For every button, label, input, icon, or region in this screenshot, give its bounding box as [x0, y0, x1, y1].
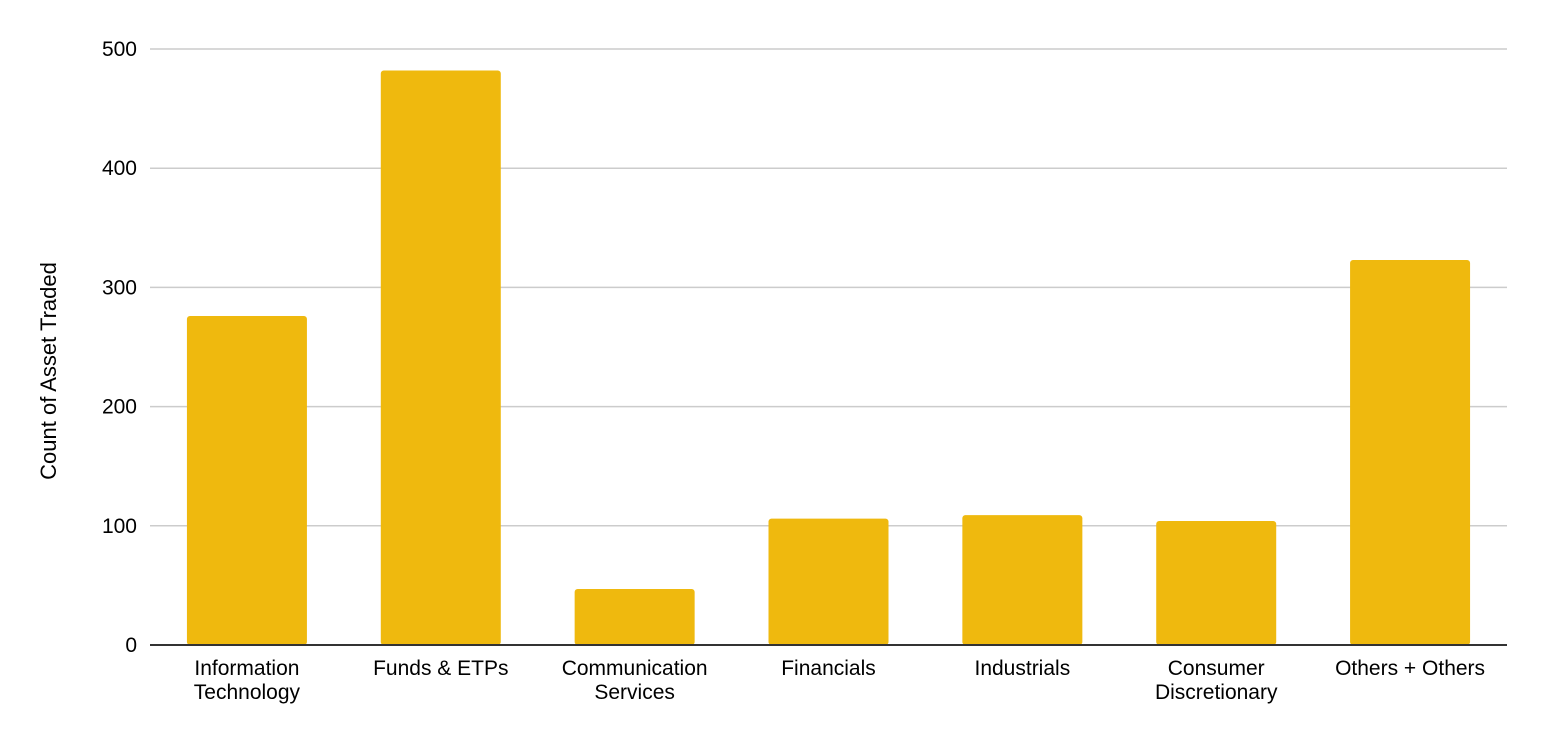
- bar: [962, 515, 1083, 645]
- x-axis-labels: Information Technology Funds & ETPs Communi…: [194, 657, 1485, 704]
- y-axis-ticks: 0 100 200 300 400 500: [102, 38, 137, 657]
- y-axis-title: Count of Asset Traded: [36, 262, 61, 480]
- x-category-label: Funds & ETPs: [373, 657, 508, 680]
- bar: [1350, 259, 1471, 645]
- x-category-label: Financials: [781, 657, 876, 680]
- x-category-label-line: Information: [194, 657, 299, 680]
- x-category-label: Information Technology: [194, 657, 301, 704]
- y-tick-label: 500: [102, 38, 137, 61]
- x-category-label-line: Services: [594, 681, 675, 704]
- x-category-label-line: Communication: [562, 657, 708, 680]
- x-category-label-line: Industrials: [974, 657, 1070, 680]
- x-category-label-line: Technology: [194, 681, 301, 704]
- bar: [1156, 521, 1277, 645]
- bar: [380, 70, 501, 646]
- y-tick-label: 0: [125, 634, 137, 657]
- x-category-label: Consumer Discretionary: [1155, 657, 1278, 704]
- y-tick-label: 300: [102, 276, 137, 299]
- x-category-label-line: Financials: [781, 657, 876, 680]
- x-category-label-line: Others + Others: [1335, 657, 1485, 680]
- y-tick-label: 400: [102, 157, 137, 180]
- bar: [768, 518, 889, 645]
- x-category-label: Communication Services: [562, 657, 708, 704]
- bars: [186, 70, 1471, 646]
- y-tick-label: 200: [102, 396, 137, 419]
- x-category-label: Industrials: [974, 657, 1070, 680]
- bar: [186, 316, 307, 645]
- x-category-label-line: Consumer: [1168, 657, 1265, 680]
- gridlines: [150, 48, 1507, 527]
- x-category-label-line: Discretionary: [1155, 681, 1278, 704]
- y-tick-label: 100: [102, 515, 137, 538]
- x-category-label-line: Funds & ETPs: [373, 657, 508, 680]
- bar: [574, 588, 695, 645]
- x-category-label: Others + Others: [1335, 657, 1485, 680]
